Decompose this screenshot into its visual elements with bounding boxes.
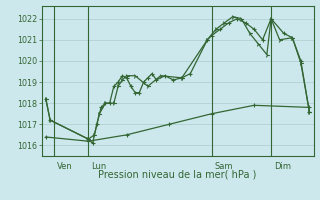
- Text: Dim: Dim: [274, 162, 291, 171]
- Text: Sam: Sam: [214, 162, 233, 171]
- Text: Ven: Ven: [57, 162, 73, 171]
- X-axis label: Pression niveau de la mer( hPa ): Pression niveau de la mer( hPa ): [99, 170, 257, 180]
- Text: Lun: Lun: [91, 162, 106, 171]
